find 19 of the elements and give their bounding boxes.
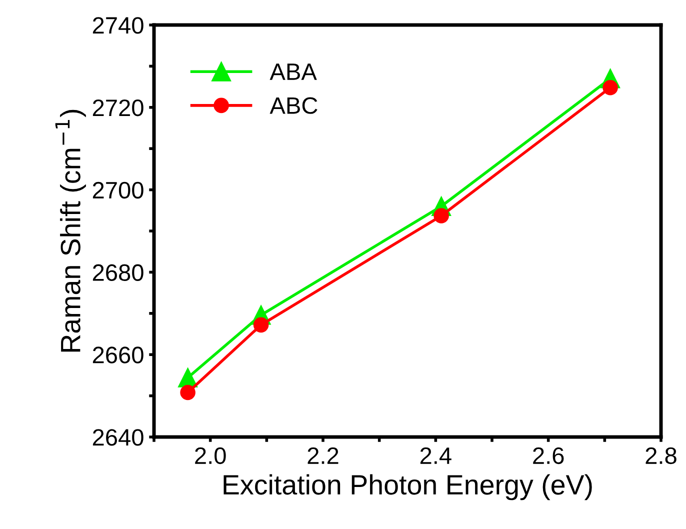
y-tick-label: 2660: [92, 346, 144, 364]
x-tick-label: 2.8: [646, 447, 676, 464]
x-tick-label: 2.0: [195, 447, 226, 464]
x-axis-title: Excitation Photon Energy (eV): [224, 474, 592, 500]
x-tick-label: 2.4: [420, 447, 452, 464]
y-tick-label: 2720: [92, 99, 144, 116]
y-tick-label: 2640: [92, 429, 144, 446]
y-tick-label: 2740: [92, 17, 144, 34]
x-tick-label: 2.2: [308, 447, 338, 464]
legend-label: ABA: [270, 64, 317, 80]
point: [253, 317, 269, 333]
y-axis-title: Raman Shift (cm$^{−1}$): [55, 110, 86, 352]
point: [180, 384, 196, 400]
y-tick-label: 2680: [92, 264, 144, 281]
legend-label: ABC: [270, 97, 318, 114]
point: [434, 208, 449, 224]
point: [602, 80, 618, 96]
y-tick-label: 2700: [92, 182, 144, 199]
x-tick-label: 2.6: [533, 447, 564, 464]
